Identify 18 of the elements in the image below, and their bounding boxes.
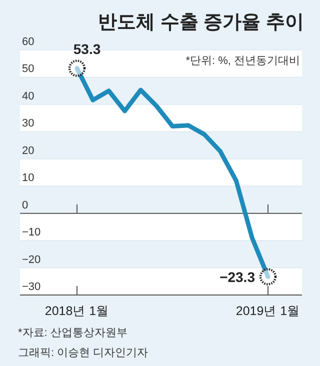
text: 그래픽: 이승현 디자인기자 — [18, 347, 148, 359]
y-tick-label: 60 — [22, 36, 34, 48]
annotation: −23.3 — [220, 268, 256, 285]
text: *단위: %, 전년동기대비 — [186, 55, 300, 67]
chart-title: 반도체 수출 증가율 추이 — [98, 12, 304, 33]
y-tick-label: 10 — [22, 172, 34, 184]
x-tick-label: 2019년 1월 — [236, 304, 300, 318]
y-tick-label: 20 — [22, 144, 34, 157]
y-tick-label: 40 — [22, 90, 34, 102]
annotation: 53.3 — [73, 41, 101, 58]
y-tick-label: 0 — [22, 199, 28, 212]
y-tick-label: −20 — [22, 254, 41, 266]
x-tick-label: 2018년 1월 — [44, 304, 110, 318]
y-tick-label: −30 — [22, 281, 41, 293]
text: *자료: 산업통상자원부 — [18, 327, 128, 339]
y-tick-label: 50 — [22, 63, 34, 76]
y-tick-label: −10 — [22, 226, 41, 239]
y-tick-label: 30 — [22, 118, 34, 130]
